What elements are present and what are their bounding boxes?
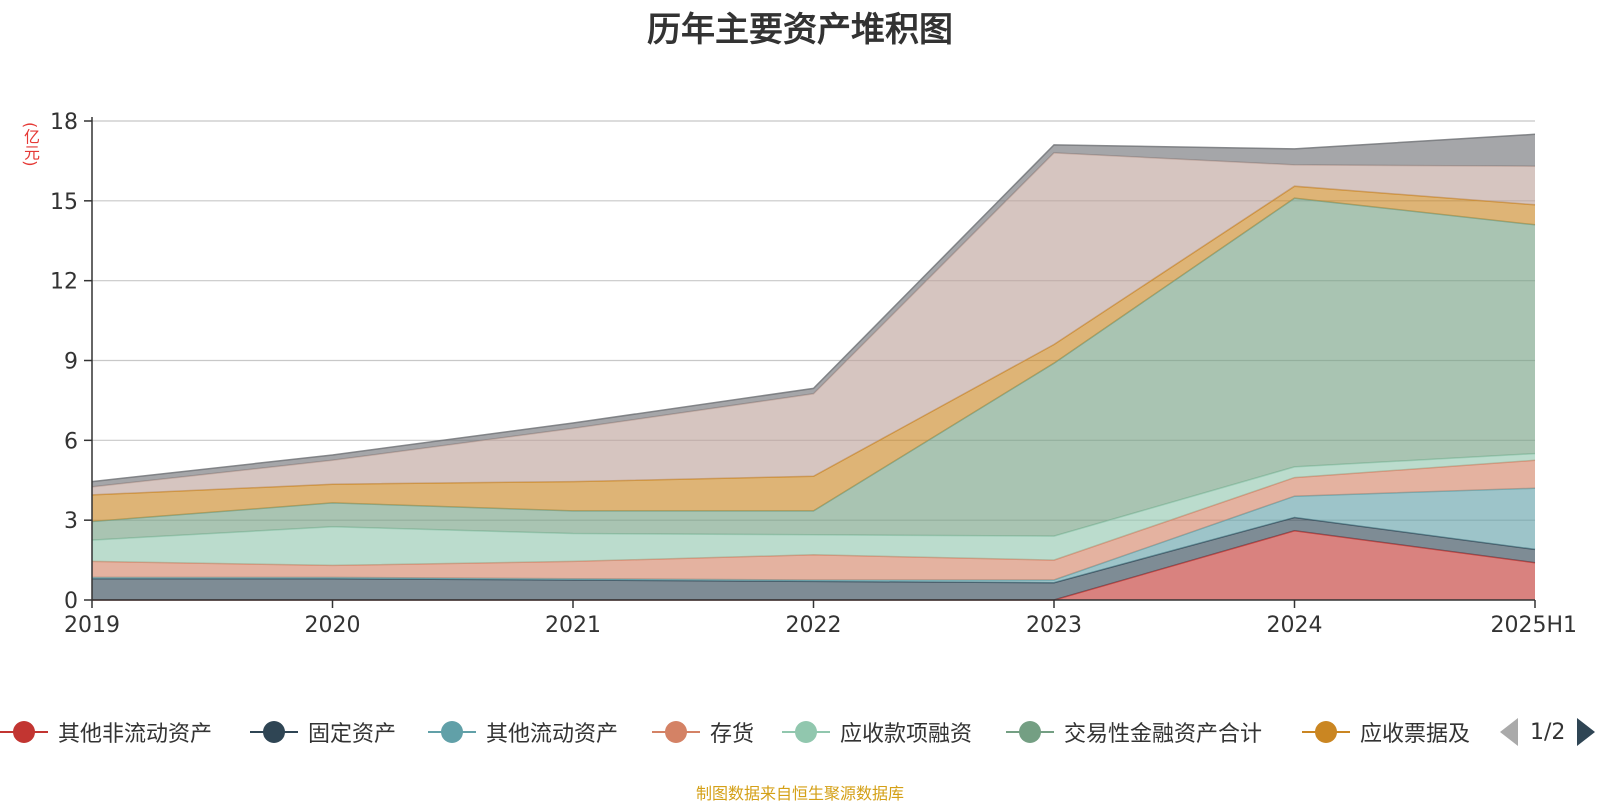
legend-page-indicator: 1/2 [1530, 719, 1566, 745]
legend-marker-icon [1006, 712, 1054, 752]
area-series [91, 133, 1536, 601]
x-tick-label: 2024 [1267, 613, 1323, 638]
y-tick-label: 3 [64, 509, 78, 534]
legend-item[interactable]: 应收票据及 [1302, 712, 1470, 752]
data-source-note: 制图数据来自恒生聚源数据库 [695, 784, 904, 803]
legend-label: 存货 [710, 722, 755, 747]
legend-label: 其他非流动资产 [58, 722, 213, 747]
legend-marker-icon [428, 712, 476, 752]
y-tick-label: 6 [64, 429, 78, 454]
series-line-8 [91, 133, 1536, 483]
legend: 其他非流动资产 固定资产 其他流动资产 存货 应收款项融资 交易性金融资产合计 应收票据及 [0, 712, 1600, 752]
legend-marker-icon [1302, 712, 1350, 752]
area-series-2[interactable] [92, 488, 1535, 583]
legend-prev-page-icon[interactable] [1500, 718, 1518, 746]
legend-item[interactable]: 其他非流动资产 [0, 712, 212, 752]
legend-item[interactable]: 固定资产 [250, 712, 396, 752]
legend-marker-icon [652, 712, 700, 752]
legend-label: 交易性金融资产合计 [1064, 722, 1263, 747]
area-series-5[interactable] [92, 198, 1535, 541]
legend-item[interactable]: 应收款项融资 [782, 712, 972, 752]
legend-pager: 1/2 [1500, 712, 1596, 752]
y-tick-label: 0 [64, 589, 78, 614]
x-tick-label: 2019 [64, 613, 120, 638]
y-tick-label: 9 [64, 350, 78, 375]
y-axis-unit: (亿元) [21, 122, 40, 167]
legend-marker-icon [0, 712, 48, 752]
legend-item[interactable]: 其他流动资产 [428, 712, 618, 752]
legend-label: 应收款项融资 [840, 722, 973, 747]
area-series-7[interactable] [92, 152, 1535, 495]
legend-label: 应收票据及 [1360, 722, 1471, 747]
x-tick-label: 2025H1 [1490, 613, 1577, 638]
legend-marker-icon [782, 712, 830, 752]
axes: 0 3 6 9 12 15 18 2019 2020 2021 2022 2023 2024 2025H1 [50, 110, 1577, 638]
legend-item[interactable]: 存货 [652, 712, 754, 752]
chart-area: 0 3 6 9 12 15 18 2019 2020 2021 2022 2023 2024 2025H1 [50, 110, 1577, 638]
y-tick-label: 12 [50, 270, 78, 295]
legend-label: 其他流动资产 [486, 722, 619, 747]
chart-title: 历年主要资产堆积图 [647, 10, 953, 50]
x-tick-label: 2022 [786, 613, 842, 638]
legend-item[interactable]: 交易性金融资产合计 [1006, 712, 1262, 752]
legend-next-page-icon[interactable] [1577, 718, 1596, 746]
legend-label: 固定资产 [308, 722, 397, 747]
area-series-3[interactable] [92, 460, 1535, 580]
y-tick-label: 15 [50, 190, 78, 215]
area-series-0[interactable] [92, 530, 1535, 600]
area-series-6[interactable] [92, 186, 1535, 522]
legend-marker-icon [250, 712, 298, 752]
area-series-4[interactable] [92, 453, 1535, 566]
x-tick-label: 2021 [545, 613, 601, 638]
x-tick-label: 2023 [1026, 613, 1082, 638]
y-tick-label: 18 [50, 110, 78, 135]
x-tick-label: 2020 [305, 613, 361, 638]
